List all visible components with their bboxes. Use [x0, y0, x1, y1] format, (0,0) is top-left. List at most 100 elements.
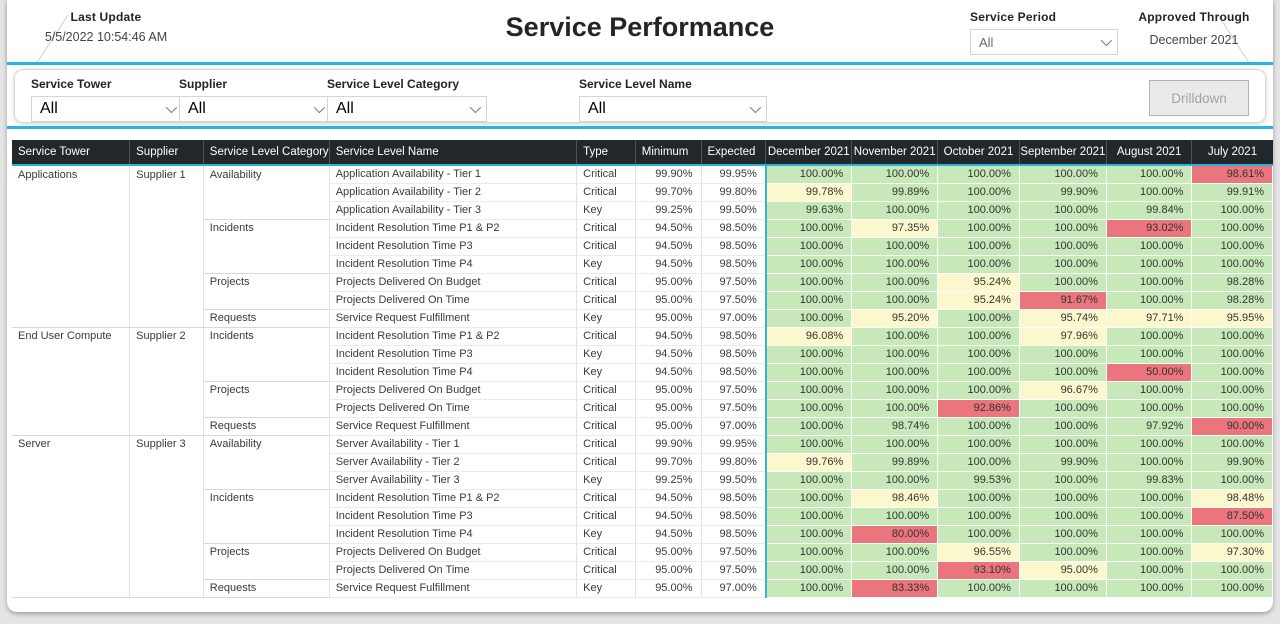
column-header-august-2021[interactable]: August 2021: [1106, 140, 1193, 166]
cell-service-level-category: Incidents: [203, 219, 330, 237]
column-header-november-2021[interactable]: November 2021: [851, 140, 939, 166]
filter-service-level-name-dropdown[interactable]: All: [579, 96, 767, 122]
column-header-minimum[interactable]: Minimum: [635, 140, 702, 166]
cell-service-level-name: Incident Resolution Time P1 & P2: [329, 489, 578, 508]
cell-month-value: 95.00%: [1019, 561, 1107, 580]
cell-month-value: 100.00%: [1019, 435, 1107, 454]
cell-service-level-category: Requests: [203, 417, 330, 436]
filter-service-level-category-dropdown[interactable]: All: [327, 96, 487, 122]
column-header-service-level-name[interactable]: Service Level Name: [329, 140, 578, 166]
cell-expected: 97.50%: [701, 399, 767, 418]
cell-expected: 99.95%: [701, 435, 767, 454]
cell-supplier: Supplier 2: [129, 327, 204, 345]
filter-supplier-dropdown[interactable]: All: [179, 96, 331, 122]
cell-type: Critical: [576, 453, 636, 472]
cell-service-tower: [12, 417, 131, 436]
cell-month-value: 100.00%: [851, 255, 939, 274]
cell-month-value: 100.00%: [851, 165, 939, 184]
cell-service-tower: [12, 471, 131, 489]
column-header-expected[interactable]: Expected: [701, 140, 767, 166]
cell-month-value: 100.00%: [1106, 255, 1193, 274]
column-header-july-2021[interactable]: July 2021: [1191, 140, 1273, 166]
table-row: Applications Supplier 1 Availability Applic…: [12, 165, 1273, 184]
cell-supplier: [129, 381, 204, 399]
cell-month-value: 100.00%: [1106, 525, 1193, 544]
chevron-down-icon: [313, 101, 326, 114]
cell-service-level-category: Projects: [203, 543, 330, 561]
cell-service-tower: [12, 309, 131, 328]
cell-minimum: 95.00%: [635, 417, 702, 436]
cell-month-value: 100.00%: [1019, 363, 1107, 382]
cell-month-value: 92.86%: [937, 399, 1020, 418]
dashboard-card: Last Update 5/5/2022 10:54:46 AM Service…: [7, 0, 1273, 612]
cell-month-value: 100.00%: [937, 219, 1020, 238]
table-row: Requests Service Request Fulfillment Key 95…: [12, 309, 1273, 328]
cell-supplier: [129, 453, 204, 471]
cell-month-value: 100.00%: [1106, 489, 1193, 508]
cell-minimum: 95.00%: [635, 273, 702, 292]
cell-month-value: 100.00%: [1191, 255, 1273, 274]
cell-service-tower: [12, 525, 131, 543]
cell-service-tower: [12, 255, 131, 273]
cell-service-level-category: Requests: [203, 579, 330, 598]
column-header-service-level-category[interactable]: Service Level Category: [203, 140, 330, 166]
last-update-block: Last Update 5/5/2022 10:54:46 AM: [31, 10, 181, 44]
cell-type: Critical: [576, 327, 636, 346]
cell-month-value: 99.90%: [1019, 453, 1107, 472]
cell-month-value: 100.00%: [1106, 381, 1193, 400]
column-header-service-tower[interactable]: Service Tower: [12, 140, 131, 166]
cell-type: Key: [576, 579, 636, 598]
cell-month-value: 100.00%: [1106, 543, 1193, 562]
table-row: Server Supplier 3 Availability Server Avail…: [12, 435, 1273, 454]
cell-minimum: 95.00%: [635, 399, 702, 418]
column-header-december-2021[interactable]: December 2021: [765, 140, 853, 166]
cell-month-value: 98.48%: [1191, 489, 1273, 508]
cell-month-value: 100.00%: [937, 201, 1020, 220]
table-row: Incident Resolution Time P3 Critical 94.50…: [12, 507, 1273, 526]
cell-supplier: [129, 417, 204, 436]
cell-month-value: 99.76%: [764, 453, 853, 472]
cell-month-value: 100.00%: [1019, 201, 1107, 220]
cell-month-value: 100.00%: [1019, 525, 1107, 544]
cell-month-value: 100.00%: [937, 579, 1020, 598]
chevron-down-icon: [469, 101, 482, 114]
service-period-selected-value: All: [979, 34, 994, 50]
cell-service-tower: [12, 219, 131, 237]
cell-expected: 97.50%: [701, 381, 767, 400]
cell-month-value: 99.90%: [1019, 183, 1107, 202]
cell-month-value: 95.20%: [851, 309, 939, 328]
column-header-supplier[interactable]: Supplier: [129, 140, 204, 166]
cell-month-value: 100.00%: [851, 363, 939, 382]
service-period-dropdown[interactable]: All: [970, 29, 1118, 55]
cell-month-value: 100.00%: [764, 237, 853, 256]
cell-month-value: 100.00%: [1191, 561, 1273, 580]
cell-supplier: [129, 345, 204, 363]
cell-month-value: 100.00%: [937, 255, 1020, 274]
cell-supplier: [129, 543, 204, 561]
column-header-type[interactable]: Type: [576, 140, 636, 166]
cell-month-value: 100.00%: [937, 381, 1020, 400]
filter-service-tower-dropdown[interactable]: All: [31, 96, 183, 122]
cell-service-level-category: [203, 453, 330, 471]
cell-minimum: 94.50%: [635, 363, 702, 382]
cell-minimum: 95.00%: [635, 579, 702, 598]
cell-month-value: 96.55%: [937, 543, 1020, 562]
cell-service-level-name: Application Availability - Tier 2: [329, 183, 578, 202]
cell-month-value: 100.00%: [937, 435, 1020, 454]
cell-month-value: 100.00%: [937, 237, 1020, 256]
cell-service-level-name: Incident Resolution Time P3: [329, 507, 578, 526]
cell-expected: 98.50%: [701, 363, 767, 382]
cell-month-value: 99.90%: [1191, 453, 1273, 472]
cell-minimum: 99.25%: [635, 201, 702, 220]
cell-minimum: 94.50%: [635, 219, 702, 238]
cell-month-value: 99.89%: [851, 183, 939, 202]
column-header-september-2021[interactable]: September 2021: [1019, 140, 1107, 166]
cell-month-value: 100.00%: [937, 363, 1020, 382]
drilldown-button[interactable]: Drilldown: [1149, 80, 1249, 116]
cell-month-value: 100.00%: [1191, 381, 1273, 400]
column-header-october-2021[interactable]: October 2021: [937, 140, 1020, 166]
cell-service-level-name: Incident Resolution Time P1 & P2: [329, 327, 578, 346]
cell-expected: 99.95%: [701, 165, 767, 184]
cell-expected: 99.80%: [701, 183, 767, 202]
cell-service-level-name: Incident Resolution Time P4: [329, 255, 578, 274]
